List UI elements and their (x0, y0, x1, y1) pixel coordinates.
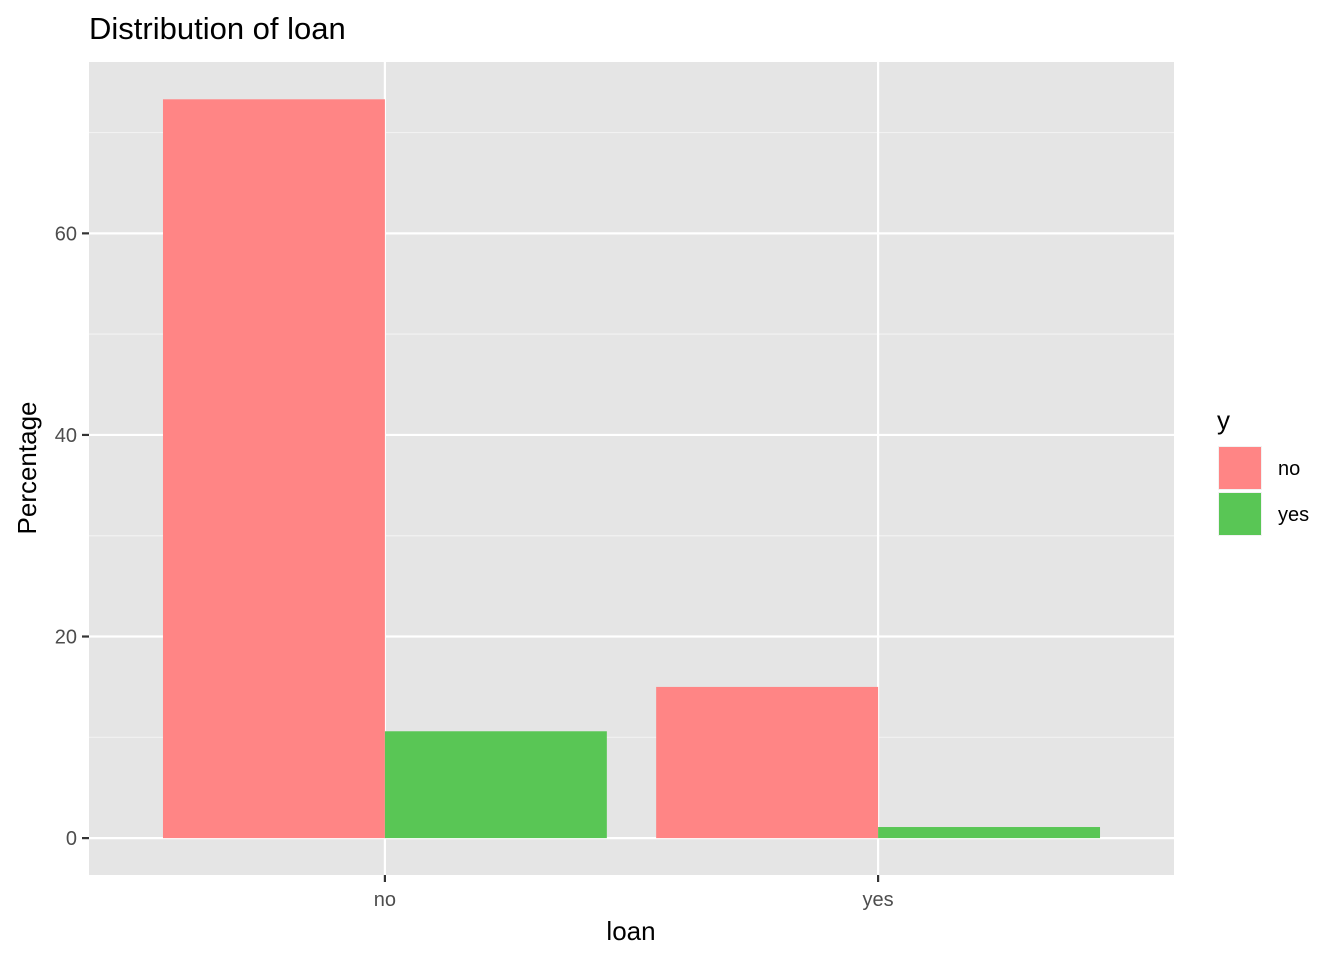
bar (384, 731, 607, 839)
bar (162, 99, 385, 839)
legend-key-swatch (1219, 447, 1261, 489)
x-axis-title: loan (606, 916, 655, 946)
bars (162, 99, 1101, 839)
y-tick-label: 40 (55, 425, 77, 447)
bar (878, 827, 1101, 839)
y-axis: 0 20 40 60 (55, 223, 89, 850)
legend: y no yes (1217, 405, 1309, 536)
legend-title: y (1217, 405, 1230, 435)
y-tick-label: 20 (55, 627, 77, 649)
legend-label: no (1278, 458, 1300, 480)
chart-title: Distribution of loan (89, 11, 346, 46)
legend-key-swatch (1219, 493, 1261, 535)
x-axis: no yes (374, 875, 894, 911)
bar (656, 686, 879, 839)
y-tick-label: 60 (55, 223, 77, 245)
y-tick-label: 0 (66, 828, 77, 850)
x-tick-label: yes (863, 889, 894, 911)
legend-items: no yes (1218, 446, 1309, 536)
y-axis-title: Percentage (12, 402, 42, 535)
x-tick-label: no (374, 889, 396, 911)
legend-label: yes (1278, 504, 1309, 526)
